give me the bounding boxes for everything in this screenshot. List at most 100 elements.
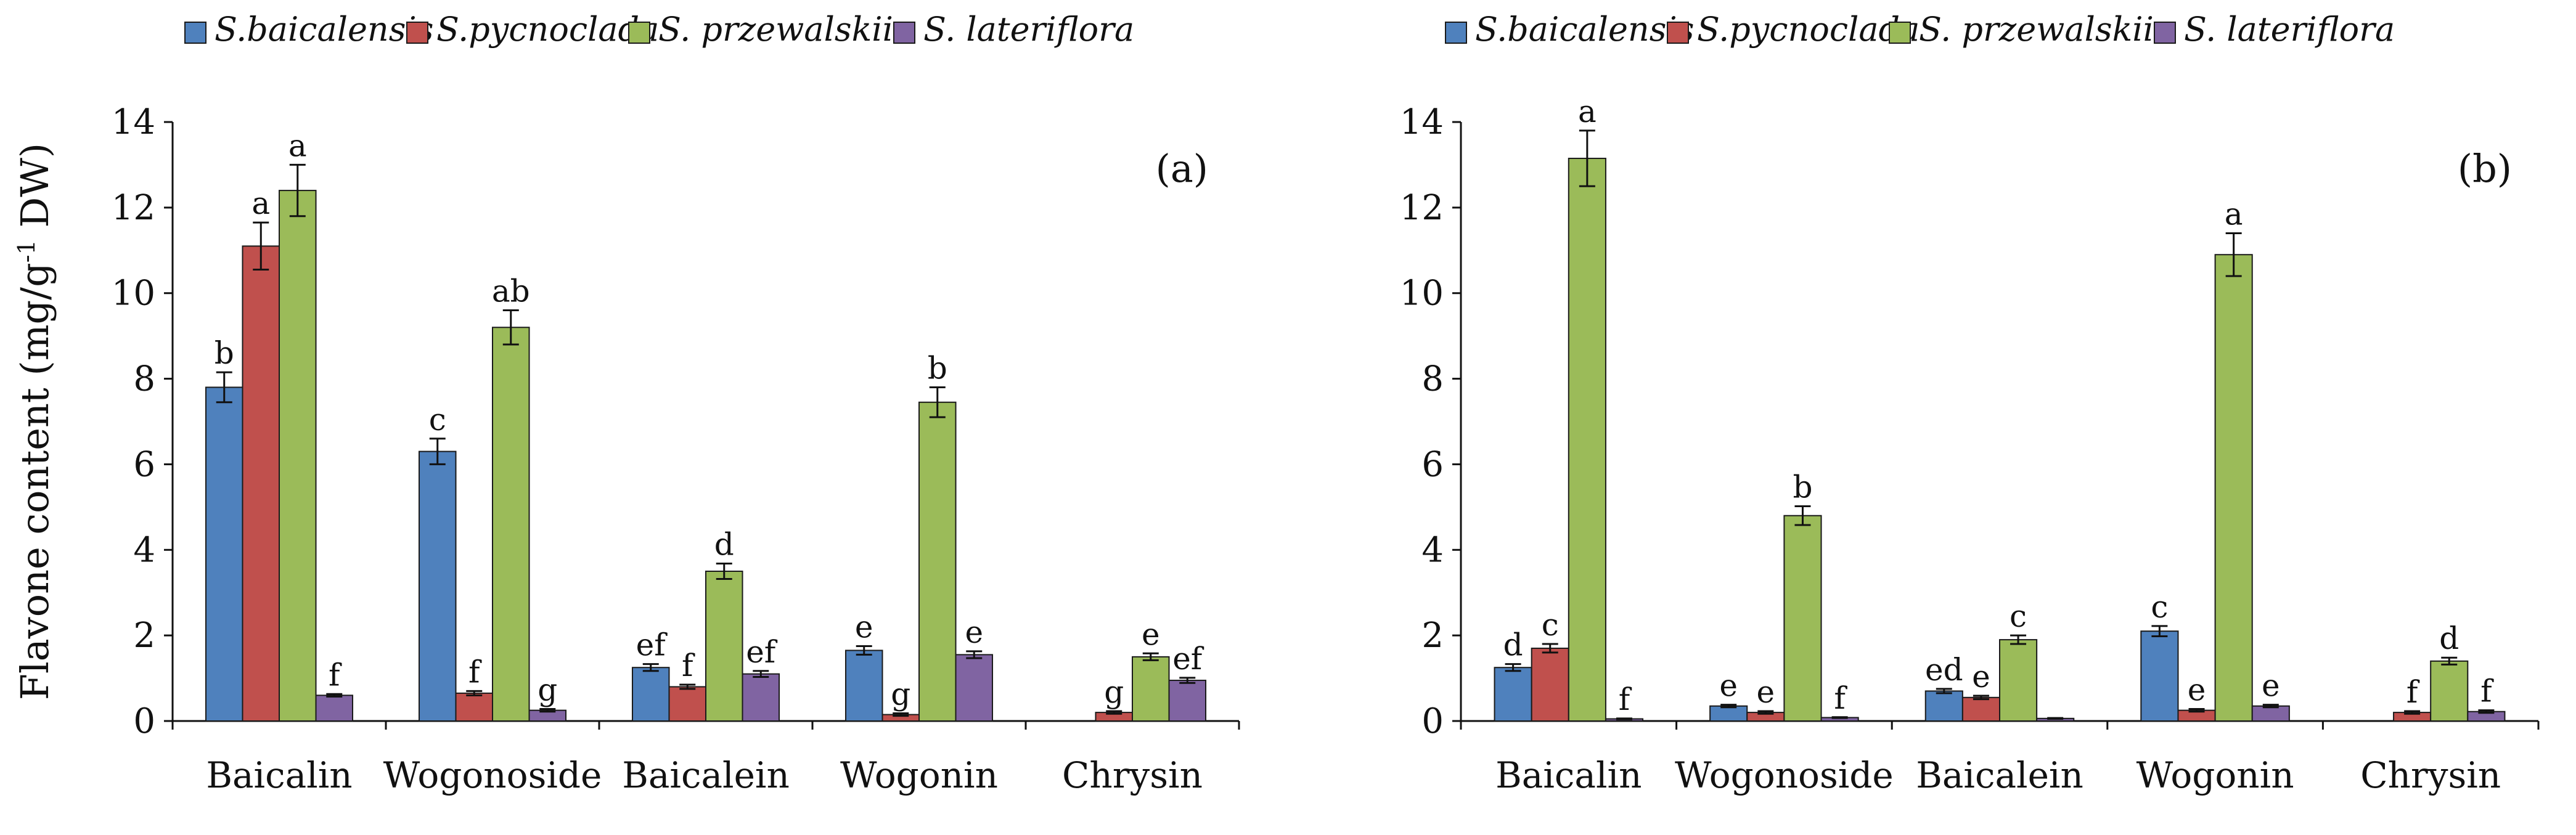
- significance-label: b: [215, 335, 234, 371]
- legend-swatch: [893, 22, 915, 44]
- significance-label: f: [1619, 682, 1632, 717]
- bar: [1783, 515, 1822, 722]
- legend-swatch: [2154, 22, 2176, 44]
- significance-label: f: [2406, 674, 2420, 710]
- bar: [1709, 705, 1748, 722]
- bar: [1568, 158, 1606, 722]
- legend-label: S. lateriflora: [923, 10, 1134, 49]
- y-tick-label: 12: [1400, 188, 1444, 228]
- x-tick-label: Chrysin: [1062, 754, 1203, 796]
- significance-label: b: [1793, 469, 1812, 505]
- y-axis-label-suffix: DW): [12, 143, 57, 240]
- legend-label: S.pycnoclada: [436, 10, 659, 49]
- y-tick-label: 4: [1421, 530, 1444, 570]
- significance-label: ef: [746, 634, 778, 670]
- y-axis-label: Flavone content (mg/g-1 DW): [12, 143, 57, 700]
- significance-label: g: [1104, 674, 1124, 710]
- significance-label: g: [538, 672, 557, 708]
- significance-label: a: [288, 128, 307, 163]
- bar: [2430, 660, 2469, 722]
- bar: [705, 571, 743, 722]
- significance-label: ab: [492, 273, 530, 309]
- y-tick-label: 8: [133, 359, 155, 399]
- significance-label: ed: [1925, 652, 1963, 688]
- y-tick-label: 2: [133, 616, 155, 656]
- bar: [455, 692, 493, 722]
- bar: [1132, 656, 1170, 722]
- significance-label: e: [965, 614, 983, 650]
- significance-label: b: [928, 350, 947, 386]
- bar: [2140, 630, 2179, 722]
- legend-label: S.baicalensis: [1475, 10, 1694, 49]
- significance-label: a: [251, 185, 270, 221]
- bar: [242, 245, 280, 722]
- significance-label: e: [1719, 668, 1738, 704]
- y-tick-label: 4: [133, 530, 155, 570]
- significance-label: g: [891, 677, 910, 712]
- legend-label: S. lateriflora: [2184, 10, 2395, 49]
- x-tick-label: Baicalein: [1916, 754, 2083, 796]
- significance-label: e: [1757, 674, 1775, 710]
- significance-label: c: [1542, 607, 1559, 643]
- bar: [279, 190, 317, 722]
- significance-label: c: [2010, 598, 2027, 634]
- bar: [205, 386, 243, 722]
- bar: [1168, 680, 1207, 722]
- x-tick-label: Baicalein: [622, 754, 790, 796]
- significance-label: f: [329, 657, 342, 693]
- chart-panel-1: 0 2 4 6 8 10 12 14 Baicalin Wogonoside Baicalein Wo…: [12, 10, 1240, 796]
- x-tick-label: Chrysin: [2360, 754, 2501, 796]
- bar: [1961, 696, 2001, 722]
- bar: [631, 667, 670, 722]
- bar: [668, 686, 707, 722]
- y-tick-label: 12: [112, 188, 155, 228]
- significance-label: ef: [636, 627, 668, 663]
- significance-label: c: [2151, 589, 2168, 625]
- y-tick-label: 6: [1421, 444, 1444, 484]
- bar: [1531, 647, 1569, 722]
- significance-label: e: [2188, 672, 2206, 708]
- bar: [1924, 690, 1963, 722]
- y-tick-label: 0: [133, 701, 155, 741]
- significance-label: d: [2439, 621, 2459, 656]
- x-tick-label: Wogonoside: [383, 754, 602, 796]
- legend-swatch: [406, 22, 428, 44]
- legend-label: S.pycnoclada: [1697, 10, 1920, 49]
- bar: [2214, 254, 2253, 722]
- x-tick-label: Wogonin: [840, 754, 998, 796]
- chart-panel-2: 0 2 4 6 8 10 12 14 Baicalin Wogonoside Baicalein Wo…: [1400, 10, 2540, 796]
- significance-label: f: [682, 648, 695, 683]
- y-tick-label: 0: [1421, 701, 1444, 741]
- x-tick-label: Wogonin: [2136, 754, 2294, 796]
- bar: [2251, 705, 2290, 722]
- legend-swatch: [1889, 22, 1911, 44]
- y-axis-label-main: Flavone content (mg/g: [12, 263, 57, 700]
- y-tick-label: 2: [1421, 616, 1444, 656]
- legend-swatch: [184, 22, 206, 44]
- significance-label: e: [855, 609, 873, 645]
- y-axis-label-superscript: -1: [13, 240, 40, 263]
- panel-label: (a): [1156, 146, 1208, 191]
- bar: [918, 401, 957, 722]
- significance-label: c: [429, 402, 446, 438]
- legend-swatch: [628, 22, 650, 44]
- significance-label: f: [2480, 674, 2494, 709]
- significance-label: a: [2225, 197, 2243, 232]
- x-tick-label: Wogonoside: [1675, 754, 1894, 796]
- panel-label: (b): [2458, 146, 2512, 191]
- significance-label: e: [1142, 616, 1160, 652]
- bar: [1999, 639, 2038, 722]
- significance-label: d: [1503, 627, 1523, 663]
- bar: [315, 694, 354, 722]
- x-tick-label: Baicalin: [206, 754, 352, 796]
- legend-label: S. przewalskii: [658, 10, 893, 49]
- significance-label: a: [1578, 94, 1597, 129]
- y-tick-label: 10: [1400, 274, 1444, 314]
- x-tick-label: Baicalin: [1495, 754, 1642, 796]
- significance-label: e: [1972, 659, 1990, 694]
- y-tick-label: 14: [1400, 102, 1444, 142]
- bar: [1494, 667, 1532, 722]
- bar: [742, 673, 780, 722]
